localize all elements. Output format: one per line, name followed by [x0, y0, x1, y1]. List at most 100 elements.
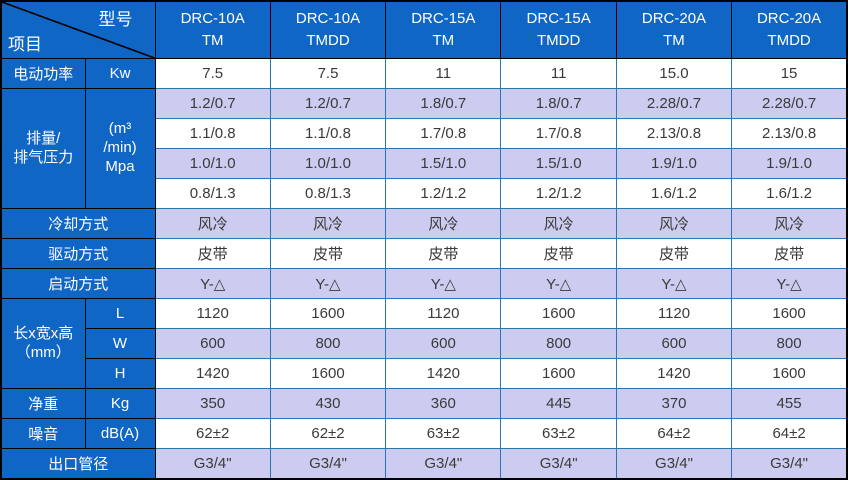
cell-displacement: 1.1/0.8: [154, 118, 271, 149]
cell-width: 600: [154, 328, 271, 359]
cell-start: Y-△: [385, 268, 502, 299]
cell-displacement: 1.8/0.7: [385, 88, 502, 119]
cell-weight: 445: [500, 388, 617, 419]
row-unit-power: Kw: [84, 58, 156, 89]
cell-displacement: 1.2/1.2: [385, 178, 502, 209]
cell-noise: 63±2: [500, 418, 617, 449]
model-name: DRC-10A: [180, 10, 245, 28]
row-label-power: 电动功率: [0, 58, 86, 89]
cell-power: 11: [500, 58, 617, 89]
cell-outlet: G3/4": [615, 448, 733, 480]
cell-displacement: 1.7/0.8: [500, 118, 617, 149]
cell-displacement: 1.1/0.8: [269, 118, 387, 149]
cell-weight: 360: [385, 388, 502, 419]
cell-noise: 64±2: [615, 418, 733, 449]
cell-displacement: 1.9/1.0: [615, 148, 733, 179]
row-label-start: 启动方式: [0, 268, 156, 299]
cell-width: 600: [615, 328, 733, 359]
cell-cooling: 风冷: [385, 208, 502, 239]
cell-outlet: G3/4": [500, 448, 617, 480]
column-header: DRC-10A TMDD: [269, 0, 387, 59]
cell-length: 1600: [500, 298, 617, 329]
cell-start: Y-△: [731, 268, 848, 299]
cell-height: 1600: [269, 358, 387, 389]
cell-power: 11: [385, 58, 502, 89]
cell-cooling: 风冷: [731, 208, 848, 239]
cell-weight: 455: [731, 388, 848, 419]
cell-noise: 63±2: [385, 418, 502, 449]
header-row: 型号 项目 DRC-10A TM DRC-10A TMDD DRC-15A TM DR…: [0, 0, 848, 59]
cell-drive: 皮带: [269, 238, 387, 269]
cell-drive: 皮带: [615, 238, 733, 269]
row-dims-w: W 600 800 600 800 600 800: [1, 328, 848, 359]
cell-noise: 64±2: [731, 418, 848, 449]
model-name: DRC-15A: [526, 10, 591, 28]
column-header: DRC-15A TM: [385, 0, 502, 59]
cell-displacement: 1.8/0.7: [500, 88, 617, 119]
cell-drive: 皮带: [731, 238, 848, 269]
cell-displacement: 1.0/1.0: [269, 148, 387, 179]
cell-cooling: 风冷: [500, 208, 617, 239]
cell-displacement: 1.2/0.7: [269, 88, 387, 119]
row-drive: 驱动方式 皮带 皮带 皮带 皮带 皮带 皮带: [0, 238, 848, 269]
model-variant: TMDD: [767, 32, 811, 49]
row-dims-l: 长x宽x高 （mm） L 1120 1600 1120 1600 1120 160…: [0, 298, 848, 389]
row-label-outlet: 出口管径: [0, 448, 156, 480]
model-variant: TM: [201, 32, 224, 49]
row-label-displacement: 排量/排气压力: [0, 88, 86, 209]
row-weight: 净重 Kg 350 430 360 445 370 455: [0, 388, 848, 419]
cell-length: 1120: [154, 298, 271, 329]
cell-power: 7.5: [269, 58, 387, 89]
cell-cooling: 风冷: [154, 208, 271, 239]
cell-power: 7.5: [154, 58, 271, 89]
cell-displacement: 1.6/1.2: [615, 178, 733, 209]
cell-drive: 皮带: [500, 238, 617, 269]
cell-displacement: 2.13/0.8: [731, 118, 848, 149]
cell-outlet: G3/4": [385, 448, 502, 480]
row-displacement-4: 0.8/1.3 0.8/1.3 1.2/1.2 1.2/1.2 1.6/1.2 …: [1, 178, 848, 209]
cell-width: 800: [500, 328, 617, 359]
cell-weight: 430: [269, 388, 387, 419]
row-label-cooling: 冷却方式: [0, 208, 156, 239]
cell-width: 800: [731, 328, 848, 359]
diagonal-divider: [2, 2, 154, 58]
cell-outlet: G3/4": [269, 448, 387, 480]
model-variant: TM: [663, 32, 685, 49]
cell-start: Y-△: [500, 268, 617, 299]
cell-height: 1420: [615, 358, 733, 389]
label-line: 长x宽x高: [13, 324, 74, 342]
cell-width: 800: [269, 328, 387, 359]
cell-height: 1600: [500, 358, 617, 389]
cell-outlet: G3/4": [154, 448, 271, 480]
cell-displacement: 2.28/0.7: [615, 88, 733, 119]
row-unit-length: L: [84, 298, 156, 329]
cell-displacement: 2.28/0.7: [731, 88, 848, 119]
row-start: 启动方式 Y-△ Y-△ Y-△ Y-△ Y-△ Y-△: [0, 268, 848, 299]
cell-displacement: 1.0/1.0: [154, 148, 271, 179]
cell-start: Y-△: [615, 268, 733, 299]
model-name: DRC-10A: [295, 10, 361, 28]
column-header: DRC-20A TM: [615, 0, 733, 59]
cell-start: Y-△: [154, 268, 271, 299]
model-variant: TMDD: [536, 32, 581, 49]
label-line: 排量/: [26, 129, 61, 147]
cell-cooling: 风冷: [269, 208, 387, 239]
cell-displacement: 2.13/0.8: [615, 118, 733, 149]
cell-displacement: 1.2/1.2: [500, 178, 617, 209]
row-unit-weight: Kg: [84, 388, 156, 419]
cell-height: 1420: [385, 358, 502, 389]
cell-displacement: 1.5/1.0: [500, 148, 617, 179]
corner-model-label: 型号: [98, 10, 133, 29]
cell-displacement: 1.6/1.2: [731, 178, 848, 209]
model-variant: TMDD: [306, 32, 350, 49]
cell-length: 1600: [269, 298, 387, 329]
model-name: DRC-20A: [756, 10, 822, 28]
cell-displacement: 1.7/0.8: [385, 118, 502, 149]
cell-height: 1600: [731, 358, 848, 389]
cell-drive: 皮带: [385, 238, 502, 269]
cell-outlet: G3/4": [731, 448, 848, 480]
row-displacement-1: 排量/排气压力 (m³/min) Mpa 1.2/0.7 1.2/0.7 1.8/…: [0, 88, 848, 209]
cell-weight: 350: [154, 388, 271, 419]
corner-cell: 型号 项目: [0, 0, 156, 59]
